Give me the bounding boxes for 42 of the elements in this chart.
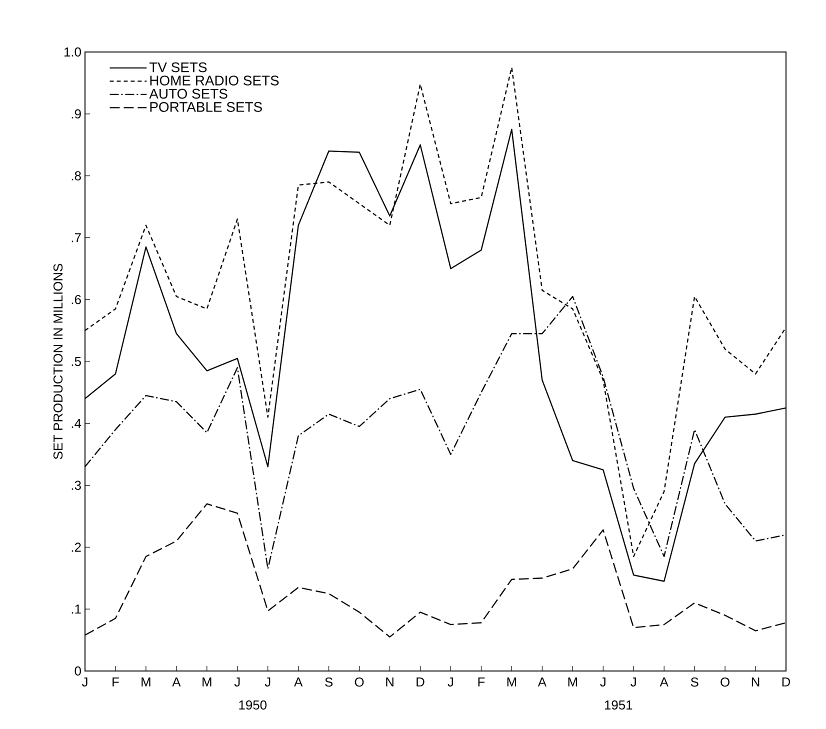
text: 1951 (604, 700, 632, 710)
x-tick-label: A (538, 678, 546, 686)
x-tick-label: S (325, 678, 333, 687)
x-tick-label: M (507, 678, 516, 686)
x-tick-label: A (294, 678, 303, 686)
text: 1950 (239, 700, 267, 710)
legend-label: AUTO SETS (149, 88, 228, 99)
y-tick-label: .1 (72, 604, 81, 614)
y-tick-label: .8 (72, 171, 81, 180)
x-tick-label: D (416, 678, 424, 686)
legend-label: PORTABLE SETS (150, 102, 262, 112)
x-tick-label: A (660, 678, 668, 686)
y-tick-label: .2 (72, 542, 81, 552)
y-tick-label: 0 (74, 666, 81, 676)
x-tick-label: M (142, 678, 150, 686)
x-tick-label: F (112, 678, 119, 686)
y-tick-label: .7 (72, 233, 81, 242)
x-tick-label: J (448, 678, 454, 687)
x-tick-label: O (354, 678, 364, 687)
y-tick-label: .6 (72, 295, 81, 304)
y-tick-label: 1.0 (64, 47, 81, 57)
x-tick-label: M (568, 678, 577, 686)
x-tick-label: J (630, 678, 636, 687)
y-axis-title: SET PRODUCTION IN MILLIONS (53, 264, 63, 460)
x-tick-label: F (478, 678, 485, 686)
x-tick-label: J (264, 678, 270, 687)
x-tick-label: J (600, 678, 606, 687)
legend-label: HOME RADIO SETS (150, 76, 279, 86)
x-tick-label: N (752, 678, 760, 686)
x-tick-label: M (202, 678, 212, 686)
x-tick-label: J (82, 678, 88, 687)
y-tick-label: .4 (72, 418, 82, 428)
x-tick-label: D (782, 678, 790, 686)
x-tick-label: N (386, 678, 394, 686)
x-tick-label: O (720, 678, 730, 687)
x-tick-label: S (690, 678, 698, 687)
y-tick-label: .9 (72, 109, 81, 118)
x-tick-label: A (172, 678, 181, 686)
y-tick-label: .5 (72, 356, 81, 366)
y-tick-label: .3 (72, 480, 81, 490)
x-tick-label: J (234, 678, 240, 687)
legend-label: TV SETS (149, 62, 207, 72)
